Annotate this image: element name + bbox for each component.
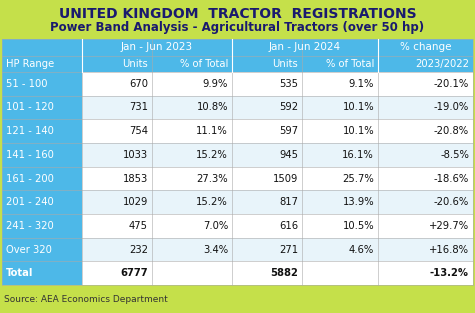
Bar: [2, 143, 82, 167]
Text: 9.9%: 9.9%: [203, 79, 228, 89]
Text: Units: Units: [272, 59, 298, 69]
Text: +16.8%: +16.8%: [429, 244, 469, 254]
Bar: [2, 190, 82, 214]
Text: 10.5%: 10.5%: [342, 221, 374, 231]
Bar: [82, 190, 473, 214]
Text: 6777: 6777: [120, 268, 148, 278]
Bar: [82, 261, 473, 285]
Text: % of Total: % of Total: [180, 59, 228, 69]
Text: Units: Units: [122, 59, 148, 69]
Text: 7.0%: 7.0%: [203, 221, 228, 231]
Bar: [2, 56, 473, 72]
Text: -8.5%: -8.5%: [440, 150, 469, 160]
Text: 16.1%: 16.1%: [342, 150, 374, 160]
Text: 817: 817: [279, 197, 298, 207]
Text: Total: Total: [6, 268, 33, 278]
Text: HP Range: HP Range: [6, 59, 54, 69]
Text: -20.1%: -20.1%: [434, 79, 469, 89]
Text: 27.3%: 27.3%: [196, 173, 228, 183]
Text: 3.4%: 3.4%: [203, 244, 228, 254]
Text: 141 - 160: 141 - 160: [6, 150, 54, 160]
Text: 592: 592: [279, 102, 298, 112]
Text: 15.2%: 15.2%: [196, 150, 228, 160]
Text: % change: % change: [400, 43, 451, 53]
Text: 1853: 1853: [123, 173, 148, 183]
Text: -20.6%: -20.6%: [434, 197, 469, 207]
Text: 9.1%: 9.1%: [349, 79, 374, 89]
Text: -13.2%: -13.2%: [430, 268, 469, 278]
Text: 201 - 240: 201 - 240: [6, 197, 54, 207]
Text: 10.1%: 10.1%: [342, 126, 374, 136]
Text: 161 - 200: 161 - 200: [6, 173, 54, 183]
Text: Jan - Jun 2023: Jan - Jun 2023: [121, 43, 193, 53]
Text: 5882: 5882: [270, 268, 298, 278]
Text: 754: 754: [129, 126, 148, 136]
Text: 475: 475: [129, 221, 148, 231]
Text: Power Band Analysis - Agricultural Tractors (over 50 hp): Power Band Analysis - Agricultural Tract…: [50, 22, 425, 34]
Bar: [2, 39, 473, 56]
Bar: [82, 72, 473, 96]
Bar: [82, 96, 473, 119]
Text: 51 - 100: 51 - 100: [6, 79, 48, 89]
Text: 731: 731: [129, 102, 148, 112]
Text: 2023/2022: 2023/2022: [415, 59, 469, 69]
Text: 1033: 1033: [123, 150, 148, 160]
Text: 670: 670: [129, 79, 148, 89]
Bar: [2, 72, 82, 96]
Text: 10.1%: 10.1%: [342, 102, 374, 112]
Bar: [2, 119, 82, 143]
Bar: [2, 214, 82, 238]
Text: 945: 945: [279, 150, 298, 160]
Text: 1029: 1029: [123, 197, 148, 207]
Text: 232: 232: [129, 244, 148, 254]
Text: 597: 597: [279, 126, 298, 136]
Text: 535: 535: [279, 79, 298, 89]
Text: -19.0%: -19.0%: [434, 102, 469, 112]
Bar: [2, 238, 82, 261]
Text: +29.7%: +29.7%: [429, 221, 469, 231]
Bar: [82, 167, 473, 190]
Bar: [2, 96, 82, 119]
Text: UNITED KINGDOM  TRACTOR  REGISTRATIONS: UNITED KINGDOM TRACTOR REGISTRATIONS: [59, 7, 416, 21]
Bar: [82, 214, 473, 238]
Text: 15.2%: 15.2%: [196, 197, 228, 207]
Text: % of Total: % of Total: [326, 59, 374, 69]
Bar: [2, 261, 82, 285]
Text: 121 - 140: 121 - 140: [6, 126, 54, 136]
Text: 11.1%: 11.1%: [196, 126, 228, 136]
Text: 4.6%: 4.6%: [349, 244, 374, 254]
Bar: [2, 167, 82, 190]
Bar: [82, 119, 473, 143]
Text: 616: 616: [279, 221, 298, 231]
Text: Jan - Jun 2024: Jan - Jun 2024: [269, 43, 341, 53]
Text: -18.6%: -18.6%: [434, 173, 469, 183]
Bar: [82, 238, 473, 261]
Bar: [82, 143, 473, 167]
Text: Over 320: Over 320: [6, 244, 52, 254]
Text: 13.9%: 13.9%: [342, 197, 374, 207]
Text: 25.7%: 25.7%: [342, 173, 374, 183]
Text: 10.8%: 10.8%: [197, 102, 228, 112]
Text: 1509: 1509: [273, 173, 298, 183]
Text: Source: AEA Economics Department: Source: AEA Economics Department: [4, 295, 168, 304]
Text: 101 - 120: 101 - 120: [6, 102, 54, 112]
Text: 241 - 320: 241 - 320: [6, 221, 54, 231]
Text: -20.8%: -20.8%: [434, 126, 469, 136]
Text: 271: 271: [279, 244, 298, 254]
